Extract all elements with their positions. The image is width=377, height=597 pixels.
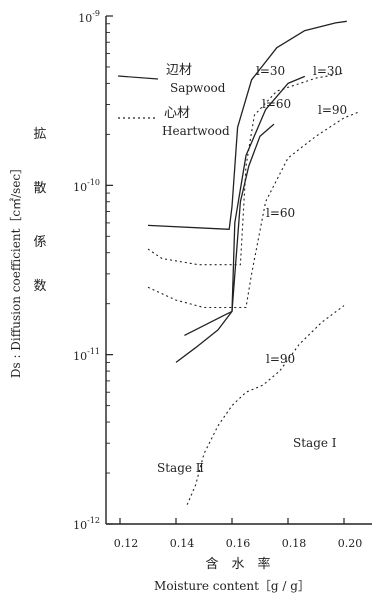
annotation-l90-dotted: l=90 (318, 103, 347, 117)
y-axis-title-jp-char: 拡 (33, 127, 46, 142)
sapwood-curve-1 (147, 20, 347, 230)
y-axis-title-jp-char: 数 (33, 279, 46, 294)
annotation-l60-dotted: l=60 (266, 206, 295, 220)
y-tick-label: 10-11 (73, 347, 100, 363)
x-tick-label: 0.16 (226, 537, 251, 550)
annotation-l30-dotted: l=30 (313, 64, 342, 78)
legend-label-en: Heartwood (162, 124, 230, 138)
sapwood-curve-3 (175, 123, 275, 363)
y-tick-label: 10-12 (73, 516, 100, 532)
annotation-l90-low: l=90 (266, 352, 295, 366)
x-tick-label: 0.20 (338, 537, 363, 550)
sapwood-curve-2 (184, 75, 306, 336)
annotation-stage-2: Stage Ⅱ (157, 461, 204, 475)
x-tick-label: 0.12 (114, 537, 139, 550)
y-axis-title-jp-char: 散 (33, 181, 46, 196)
annotation-stage-1: Stage Ⅰ (293, 436, 337, 450)
y-axis-title-jp-char: 係 (33, 235, 46, 250)
annotation-l60-solid: l=60 (262, 97, 291, 111)
legend-swatch-solid (117, 75, 159, 80)
x-tick-label: 0.18 (282, 537, 307, 550)
x-axis-title: Moisture content［g / g］ (154, 579, 310, 593)
legend-label-jp: 辺材 (166, 63, 192, 78)
plot-area (147, 20, 359, 505)
axis-ticks (106, 15, 345, 525)
legend: 辺材 Sapwood 心材 Heartwood (117, 63, 230, 138)
x-axis-title-jp: 含 水 率 (205, 556, 270, 572)
legend-label-jp: 心材 (164, 106, 190, 121)
annotation-l30-solid: l=30 (256, 64, 285, 78)
legend-label-en: Sapwood (170, 81, 226, 95)
y-tick-label: 10-10 (73, 178, 100, 194)
y-tick-label: 10-9 (78, 9, 100, 25)
y-axis-title: Ds : Diffusion coefficient［c㎡/sec］ (9, 162, 23, 378)
heartwood-curve-5 (147, 111, 359, 309)
heartwood-curve-4 (147, 72, 345, 266)
x-tick-label: 0.14 (170, 537, 195, 550)
